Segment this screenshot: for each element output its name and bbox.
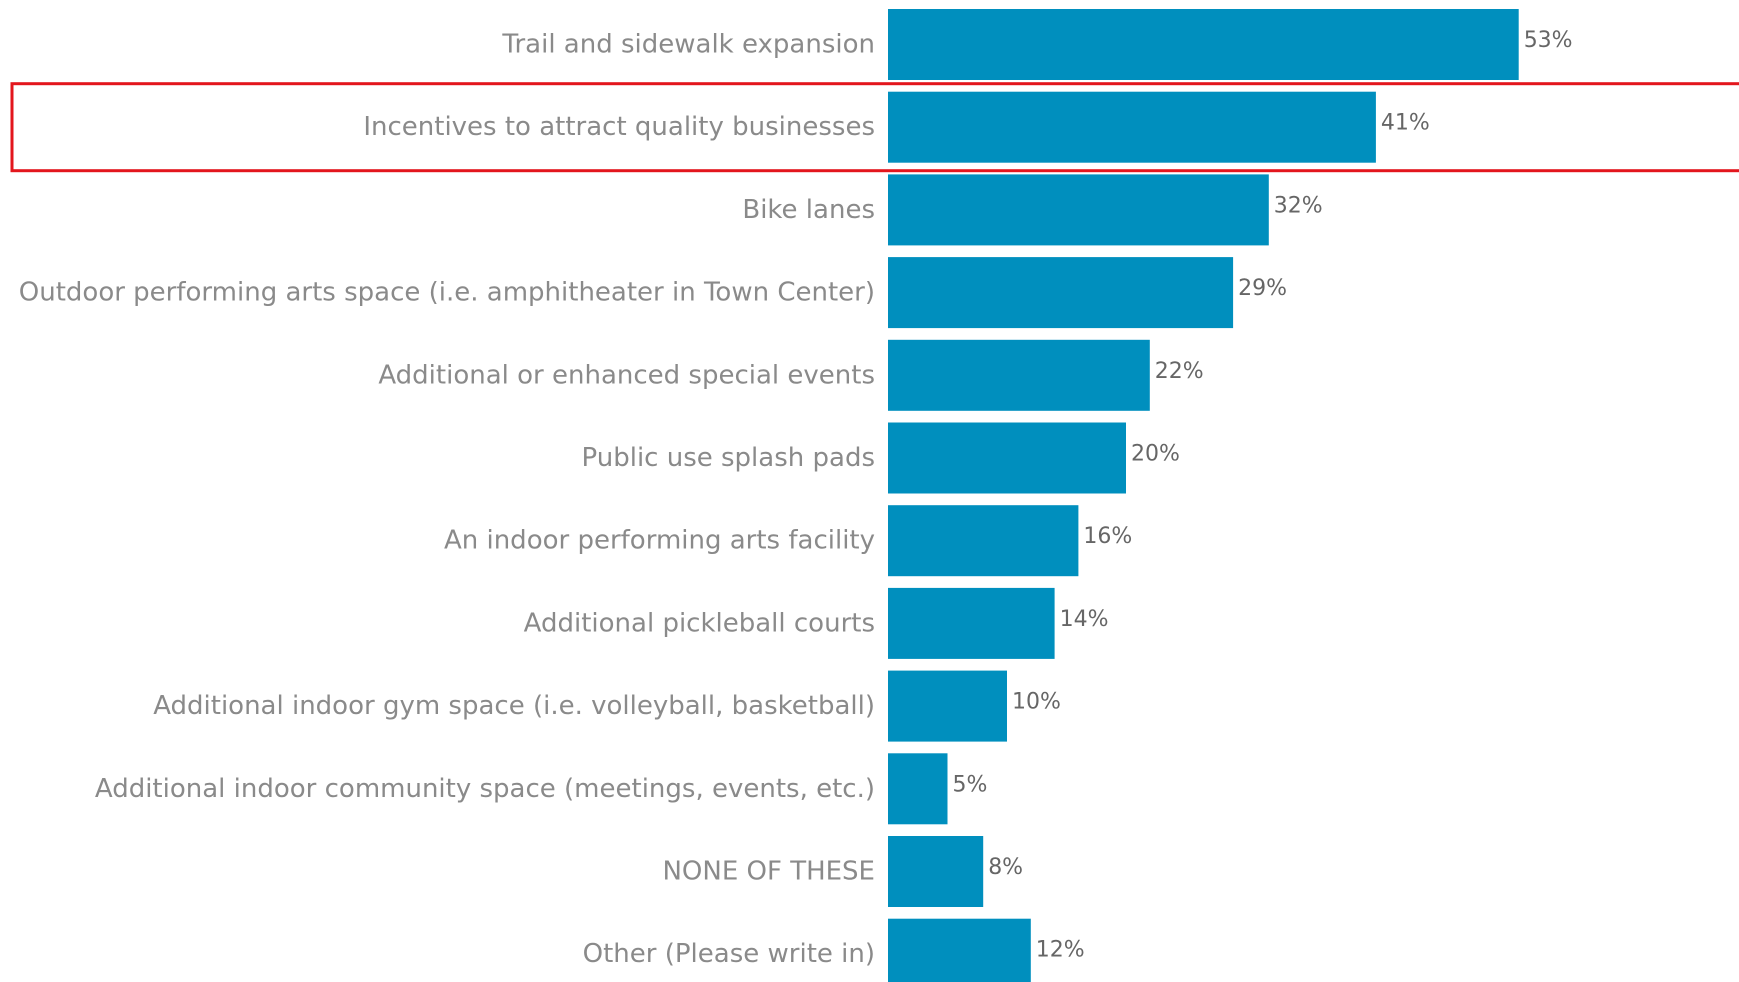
bar-none-of-these — [888, 836, 984, 907]
bar-an-indoor-performing-arts-facility — [888, 505, 1079, 577]
value-label-an-indoor-performing-arts-facility: 16% — [1083, 524, 1132, 549]
value-label-other-please-write-in: 12% — [1036, 938, 1085, 963]
bar-incentives-to-attract-quality-businesses — [888, 91, 1376, 163]
category-label-additional-indoor-community-space-meetings-events-etc: Additional indoor community space (meeti… — [95, 774, 875, 804]
value-label-additional-or-enhanced-special-events: 22% — [1155, 359, 1204, 384]
value-label-additional-pickleball-courts: 14% — [1060, 607, 1109, 632]
category-labels: Trail and sidewalk expansion Incentives t… — [19, 30, 875, 970]
bar-additional-indoor-community-space-meetings-events-etc — [888, 753, 948, 825]
value-label-incentives-to-attract-quality-businesses: 41% — [1381, 111, 1430, 136]
value-label-public-use-splash-pads: 20% — [1131, 442, 1180, 467]
bar-bike-lanes — [888, 174, 1269, 246]
category-label-trail-and-sidewalk-expansion: Trail and sidewalk expansion — [501, 30, 875, 60]
value-label-trail-and-sidewalk-expansion: 53% — [1524, 28, 1573, 53]
value-label-additional-indoor-gym-space-i-e-volleyball-basketball: 10% — [1012, 690, 1061, 715]
value-label-additional-indoor-community-space-meetings-events-etc: 5% — [953, 772, 988, 797]
category-label-none-of-these: NONE OF THESE — [662, 857, 875, 887]
value-label-outdoor-performing-arts-space-i-e-amphitheater-in-town-center: 29% — [1238, 276, 1287, 301]
bar-other-please-write-in — [888, 918, 1031, 982]
value-label-bike-lanes: 32% — [1274, 193, 1323, 218]
bar-additional-or-enhanced-special-events — [888, 339, 1150, 411]
bars-layer — [888, 9, 1519, 982]
bar-additional-pickleball-courts — [888, 587, 1055, 659]
category-label-additional-pickleball-courts: Additional pickleball courts — [524, 608, 875, 638]
bar-outdoor-performing-arts-space-i-e-amphitheater-in-town-center — [888, 257, 1234, 329]
category-label-bike-lanes: Bike lanes — [742, 195, 875, 225]
category-label-incentives-to-attract-quality-businesses: Incentives to attract quality businesses — [363, 112, 875, 142]
value-labels: 53% 41% 32% 29% 22% 20% 16% 14% 10% 5% 8% 12% — [953, 28, 1573, 963]
category-label-outdoor-performing-arts-space-i-e-amphitheater-in-town-center: Outdoor performing arts space (i.e. amph… — [19, 278, 875, 308]
bar-additional-indoor-gym-space-i-e-volleyball-basketball — [888, 670, 1007, 742]
bar-public-use-splash-pads — [888, 422, 1126, 494]
category-label-additional-or-enhanced-special-events: Additional or enhanced special events — [378, 360, 875, 390]
value-label-none-of-these: 8% — [988, 855, 1023, 880]
highlight-box — [10, 82, 1739, 173]
category-label-other-please-write-in: Other (Please write in) — [583, 939, 875, 969]
category-label-an-indoor-performing-arts-facility: An indoor performing arts facility — [444, 526, 875, 556]
category-label-additional-indoor-gym-space-i-e-volleyball-basketball: Additional indoor gym space (i.e. volley… — [153, 691, 875, 721]
highlight-layer — [10, 82, 1739, 173]
category-label-public-use-splash-pads: Public use splash pads — [582, 443, 875, 473]
bar-trail-and-sidewalk-expansion — [888, 9, 1519, 80]
